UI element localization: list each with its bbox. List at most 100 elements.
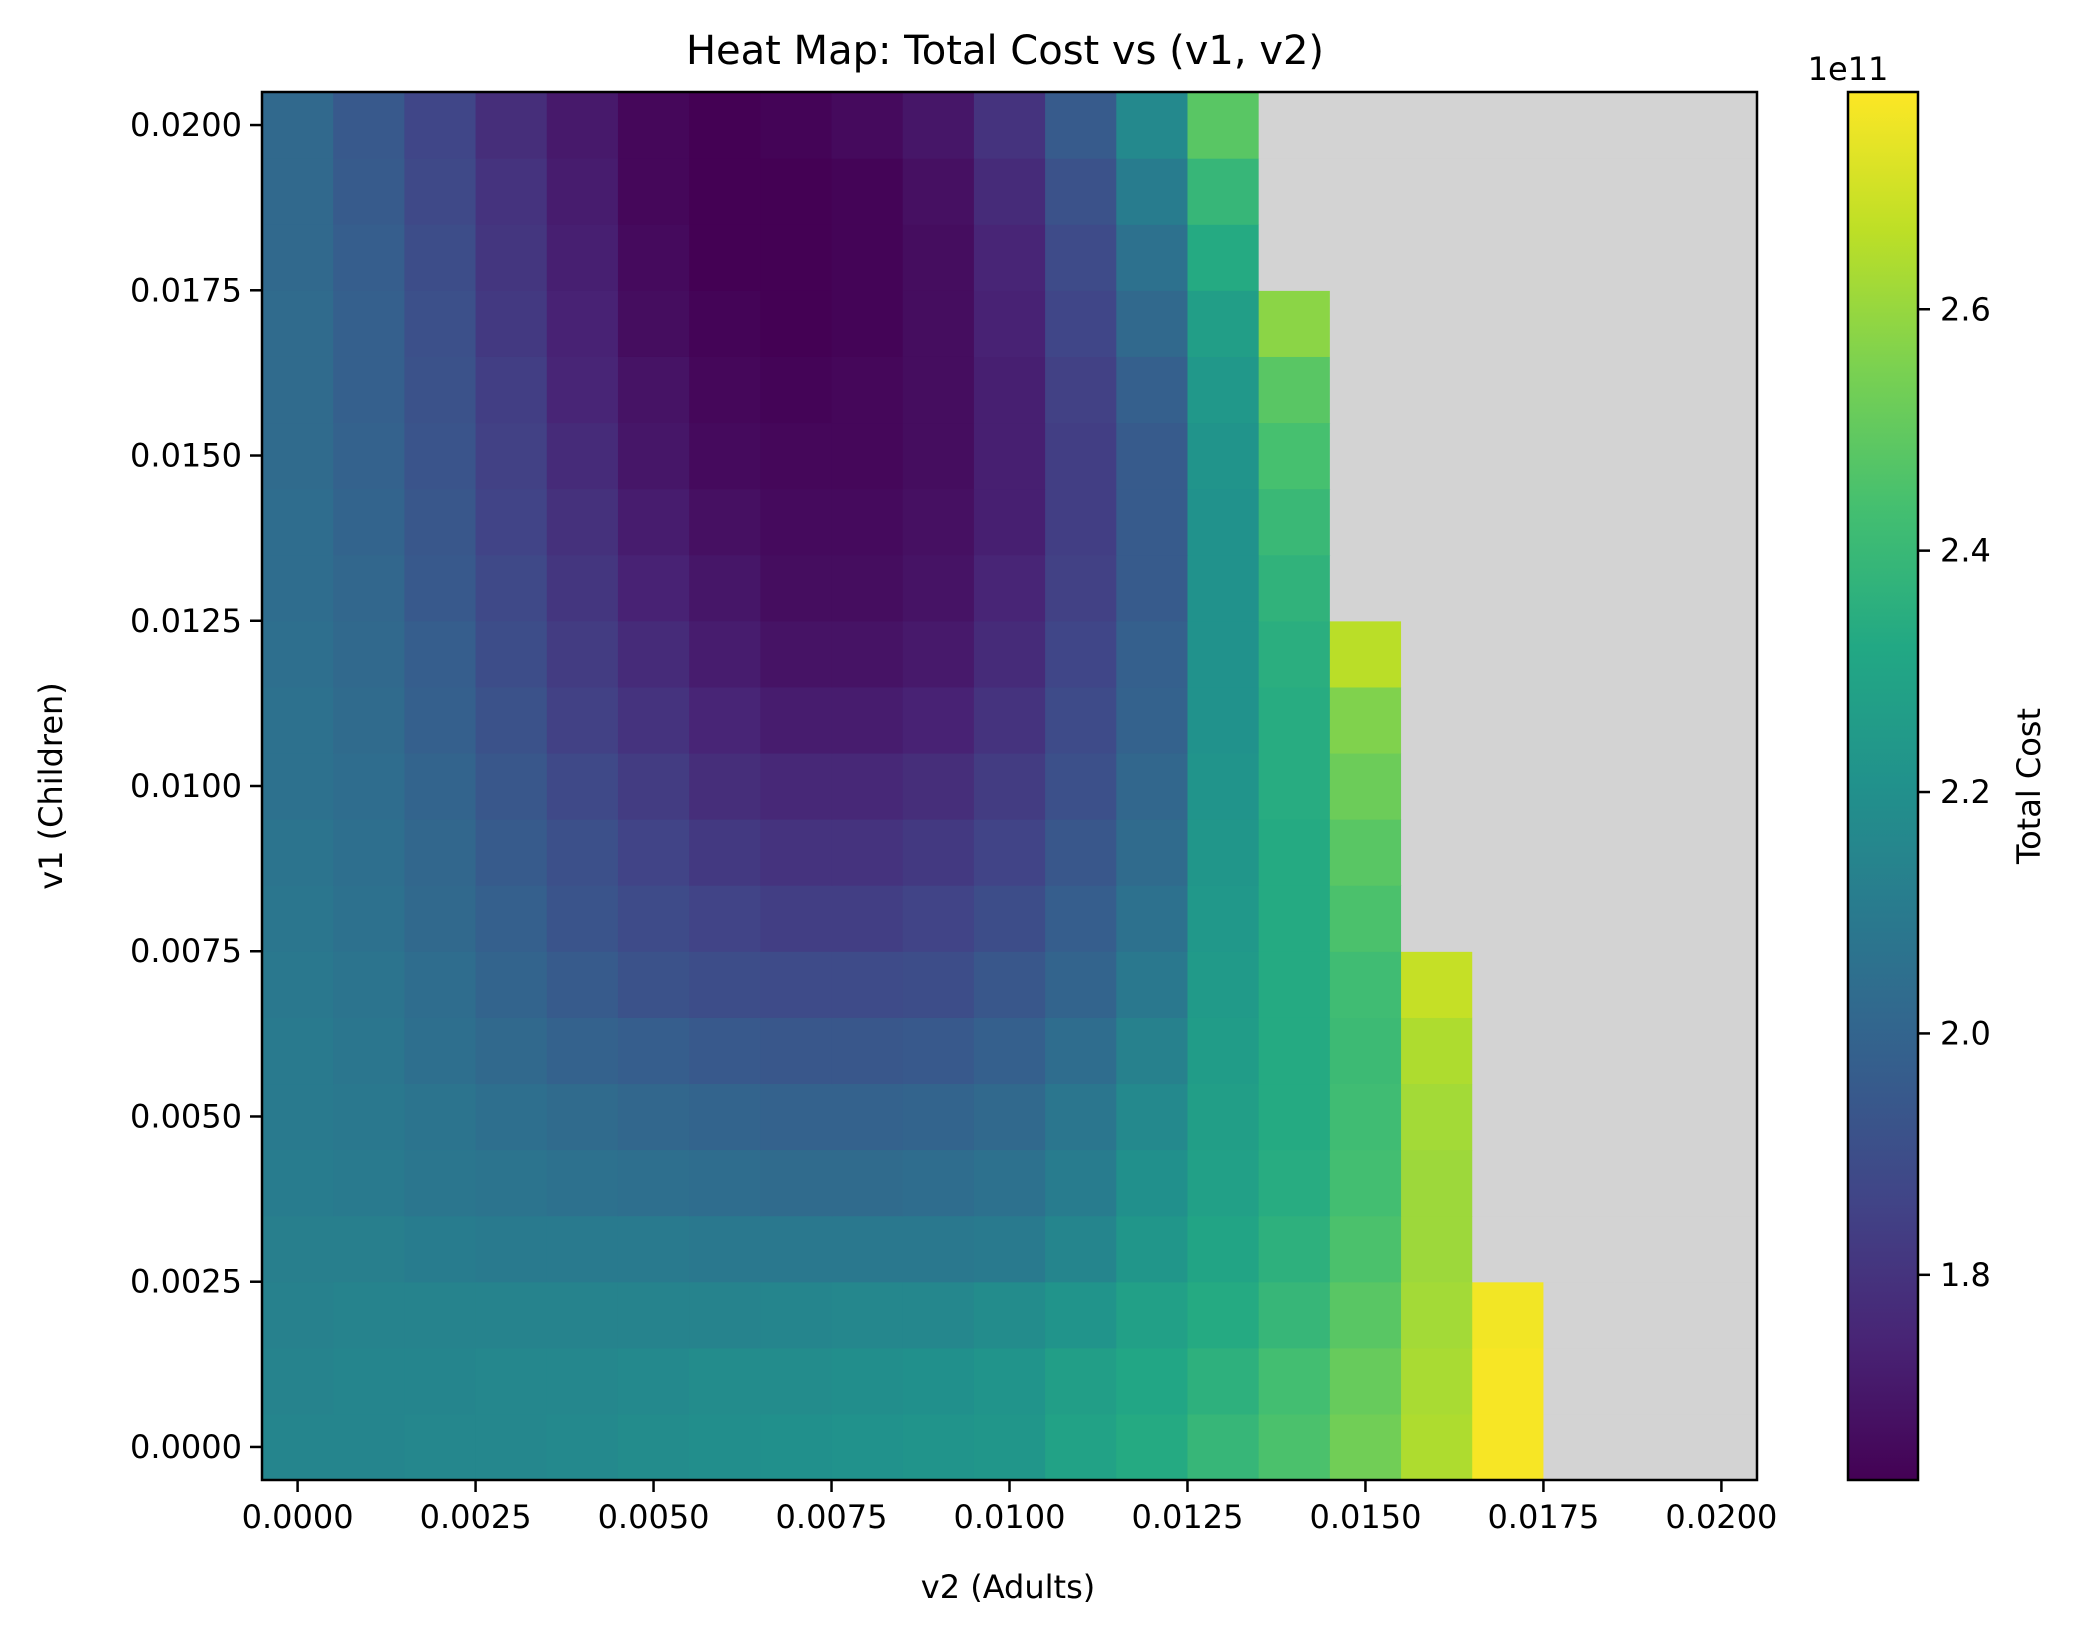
- heatmap-cell: [475, 1413, 548, 1481]
- heatmap-cell: [1116, 620, 1189, 688]
- heatmap-cell: [1258, 1083, 1331, 1151]
- heatmap-cell: [617, 554, 690, 622]
- heatmap-cell-missing: [1401, 554, 1473, 622]
- heatmap-cell-missing: [1258, 92, 1331, 159]
- heatmap-cell: [760, 158, 833, 225]
- heatmap-cell: [546, 1149, 619, 1217]
- heatmap-cell: [404, 422, 477, 490]
- heatmap-cell: [1045, 158, 1117, 225]
- heatmap-cell: [1187, 1215, 1260, 1283]
- heatmap-cell-missing: [1543, 422, 1616, 490]
- heatmap-cell: [333, 951, 405, 1018]
- heatmap-cell: [689, 752, 761, 820]
- heatmap-cell: [1116, 554, 1189, 622]
- heatmap-cell: [973, 1149, 1046, 1217]
- heatmap-cell: [262, 488, 334, 556]
- heatmap-cell: [404, 488, 477, 556]
- heatmap-cell-missing: [1685, 1017, 1758, 1085]
- colorbar-tick-label: 2.0: [1940, 1014, 1991, 1052]
- heatmap-cell: [617, 686, 690, 754]
- heatmap-cell: [262, 1281, 334, 1349]
- heatmap-cell: [333, 1347, 405, 1415]
- heatmap-cell: [475, 554, 548, 622]
- heatmap-cell: [1187, 422, 1260, 490]
- heatmap-cell-missing: [1472, 1149, 1545, 1217]
- heatmap-cell-missing: [1472, 885, 1545, 952]
- heatmap-cell-missing: [1472, 752, 1545, 820]
- heatmap-cell: [1187, 951, 1260, 1018]
- heatmap-cell: [831, 1215, 904, 1283]
- heatmap-cell-missing: [1685, 158, 1758, 225]
- heatmap-cell: [831, 1149, 904, 1217]
- heatmap-cell: [1045, 819, 1117, 886]
- heatmap-cell-missing: [1472, 158, 1545, 225]
- heatmap-cell: [973, 620, 1046, 688]
- heatmap-cell: [1045, 1281, 1117, 1349]
- heatmap-cell-missing: [1685, 290, 1758, 357]
- heatmap-cell-missing: [1329, 422, 1402, 490]
- heatmap-cell: [333, 554, 405, 622]
- heatmap-cell: [760, 554, 833, 622]
- heatmap-cell: [1187, 356, 1260, 424]
- heatmap-cell: [760, 224, 833, 291]
- heatmap-cell: [475, 224, 548, 291]
- heatmap-cell: [475, 158, 548, 225]
- heatmap-cell: [546, 356, 619, 424]
- heatmap-cell: [262, 752, 334, 820]
- heatmap-cell: [333, 1149, 405, 1217]
- heatmap-cell-missing: [1614, 686, 1687, 754]
- heatmap-cell-missing: [1685, 1215, 1758, 1283]
- heatmap-cell: [973, 819, 1046, 886]
- heatmap-cell: [333, 885, 405, 952]
- heatmap-cell-missing: [1614, 554, 1687, 622]
- heatmap-cell: [973, 158, 1046, 225]
- heatmap-cell-missing: [1614, 1215, 1687, 1283]
- heatmap-cell: [546, 290, 619, 357]
- y-tick-label: 0.0200: [130, 106, 242, 144]
- heatmap-cell: [689, 554, 761, 622]
- heatmap-cell: [760, 1149, 833, 1217]
- heatmap-cell-missing: [1614, 92, 1687, 159]
- heatmap-cell: [689, 92, 761, 159]
- heatmap-cell: [617, 620, 690, 688]
- heatmap-cell: [546, 158, 619, 225]
- heatmap-cell: [831, 224, 904, 291]
- heatmap-cell: [1401, 1215, 1473, 1283]
- y-tick-label: 0.0000: [130, 1428, 242, 1466]
- heatmap-cell-missing: [1543, 92, 1616, 159]
- heatmap-cell: [1187, 224, 1260, 291]
- heatmap-cell: [333, 752, 405, 820]
- heatmap-cell: [333, 290, 405, 357]
- heatmap-cell: [617, 1083, 690, 1151]
- heatmap-cell-missing: [1543, 1281, 1616, 1349]
- heatmap-cell: [831, 752, 904, 820]
- heatmap-cell-missing: [1401, 422, 1473, 490]
- heatmap-cell-missing: [1543, 488, 1616, 556]
- heatmap-cell: [902, 92, 975, 159]
- heatmap-cell: [760, 1281, 833, 1349]
- heatmap-cell: [831, 422, 904, 490]
- heatmap-cell: [1116, 158, 1189, 225]
- heatmap-cell-missing: [1614, 1017, 1687, 1085]
- heatmap-cell: [404, 620, 477, 688]
- heatmap-cell-missing: [1614, 1347, 1687, 1415]
- colorbar-tick-label: 2.2: [1940, 773, 1991, 811]
- heatmap-cell: [262, 422, 334, 490]
- heatmap-cell: [1116, 488, 1189, 556]
- heatmap-cell: [1045, 554, 1117, 622]
- heatmap-cell: [1116, 885, 1189, 952]
- heatmap-cell: [1116, 224, 1189, 291]
- heatmap-cell: [831, 1413, 904, 1481]
- heatmap-cell: [1187, 1017, 1260, 1085]
- heatmap-cell: [1258, 1281, 1331, 1349]
- heatmap-cell: [689, 620, 761, 688]
- heatmap-cell: [1045, 422, 1117, 490]
- heatmap-cell: [546, 620, 619, 688]
- heatmap-cell: [973, 1215, 1046, 1283]
- heatmap-cell: [475, 92, 548, 159]
- heatmap-cell: [475, 819, 548, 886]
- heatmap-cell: [902, 752, 975, 820]
- heatmap-cell: [1187, 92, 1260, 159]
- heatmap-cell-missing: [1472, 488, 1545, 556]
- colorbar-ticks: 1.8 2.0 2.2 2.4 2.6: [1918, 290, 1991, 1294]
